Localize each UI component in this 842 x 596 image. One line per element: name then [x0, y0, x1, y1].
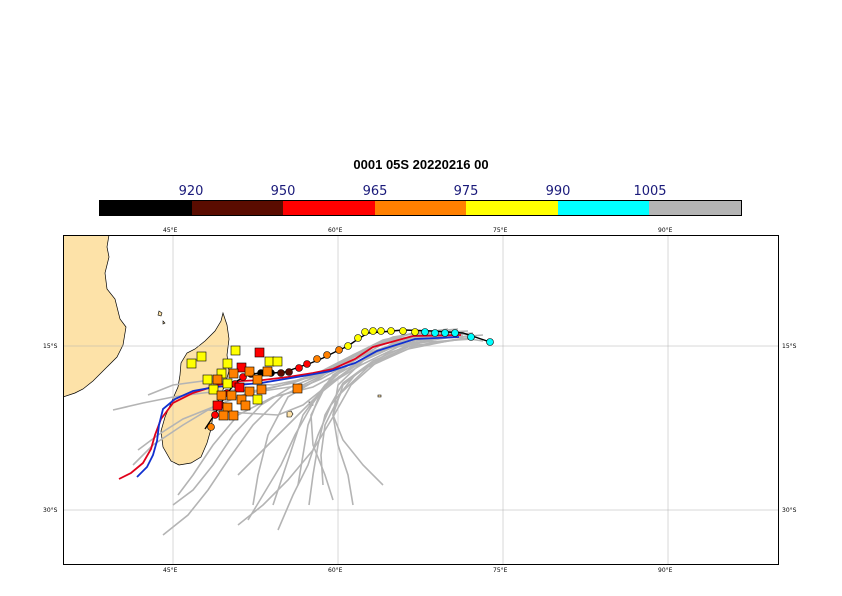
lon-tick-top-90: 90°E — [658, 227, 673, 234]
lat-tick-left-15: 15°S — [43, 343, 58, 350]
colorbar-label-1005: 1005 — [633, 184, 667, 199]
colorbar-segment — [191, 201, 284, 215]
map-frame — [63, 235, 779, 565]
lat-tick-left-30: 30°S — [43, 507, 58, 514]
lon-tick-bottom-45: 45°E — [163, 567, 178, 574]
ocean — [63, 235, 779, 565]
colorbar-segment — [466, 201, 558, 215]
colorbar-label-965: 965 — [362, 184, 388, 199]
lon-tick-bottom-60: 60°E — [328, 567, 343, 574]
colorbar-segment — [100, 201, 192, 215]
colorbar-label-920: 920 — [178, 184, 204, 199]
lon-tick-bottom-75: 75°E — [493, 567, 508, 574]
lon-tick-bottom-90: 90°E — [658, 567, 673, 574]
colorbar-label-990: 990 — [545, 184, 571, 199]
ensemble-markers — [186, 345, 303, 421]
pressure-colorbar — [99, 200, 742, 216]
colorbar-label-950: 950 — [270, 184, 296, 199]
land-rodrigues — [377, 394, 382, 398]
lon-tick-top-45: 45°E — [163, 227, 178, 234]
lon-tick-top-60: 60°E — [328, 227, 343, 234]
lat-tick-right-15: 15°S — [782, 343, 797, 350]
lon-tick-top-75: 75°E — [493, 227, 508, 234]
lat-tick-right-30: 30°S — [782, 507, 797, 514]
colorbar-label-975: 975 — [453, 184, 479, 199]
land-madagascar — [160, 311, 230, 466]
colorbar-segment — [374, 201, 467, 215]
colorbar-segment — [649, 201, 742, 215]
land-reunion — [286, 410, 294, 418]
land-comoros — [157, 310, 166, 325]
map-canvas — [62, 234, 779, 565]
map-panel — [62, 234, 779, 565]
chart-title: 0001 05S 20220216 00 — [353, 157, 489, 172]
colorbar-segment — [557, 201, 650, 215]
land-africa — [62, 234, 127, 398]
colorbar-segment — [283, 201, 375, 215]
